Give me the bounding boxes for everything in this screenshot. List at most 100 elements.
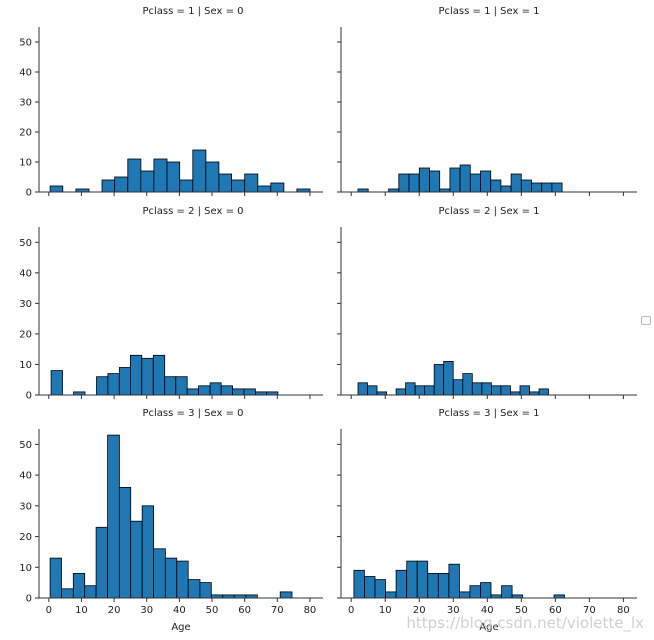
histogram-bar — [141, 357, 154, 396]
histogram-bar — [84, 585, 97, 599]
histogram-bar — [395, 569, 408, 599]
x-tick-label: 80 — [304, 605, 317, 616]
x-tick-label: 10 — [75, 605, 88, 616]
y-tick-label: 40 — [19, 268, 32, 279]
histogram-bar — [459, 164, 471, 193]
x-tick-label: 60 — [549, 605, 562, 616]
histogram-bar — [205, 161, 220, 193]
histogram-bar — [395, 388, 407, 396]
facet-title: Pclass = 1 | Sex = 1 — [438, 6, 539, 17]
histogram-bar — [279, 591, 293, 599]
histogram-bar — [357, 382, 368, 396]
histogram-bar — [218, 173, 232, 193]
histogram-bar — [231, 179, 246, 193]
histogram-bar — [541, 182, 553, 193]
histogram-bar — [192, 149, 207, 193]
histogram-bar — [107, 434, 120, 599]
histogram-bar — [220, 385, 233, 396]
histogram-bar — [199, 582, 212, 599]
y-tick-label: 50 — [19, 238, 32, 249]
histogram-bar — [49, 557, 62, 599]
x-axis-label: Age — [479, 622, 498, 633]
y-tick-label: 0 — [26, 188, 32, 199]
histogram-bar — [398, 173, 410, 193]
histogram-bar — [408, 173, 420, 193]
y-tick-label: 40 — [19, 68, 32, 79]
histogram-bar — [481, 382, 492, 396]
histogram-bar — [186, 388, 199, 396]
histogram-bar — [551, 182, 563, 193]
histogram-bar — [469, 585, 481, 599]
y-tick-label: 30 — [19, 98, 32, 109]
histogram-bar — [469, 173, 481, 193]
y-tick-label: 40 — [19, 471, 32, 482]
x-tick-label: 20 — [108, 605, 121, 616]
histogram-bar — [480, 582, 492, 599]
histogram-bar — [385, 591, 397, 599]
legend-box — [641, 316, 651, 325]
y-tick-label: 10 — [19, 158, 32, 169]
histogram-bar — [510, 173, 522, 193]
facet-title: Pclass = 2 | Sex = 1 — [438, 206, 539, 217]
y-tick-label: 10 — [19, 360, 32, 371]
histogram-bar — [433, 364, 445, 396]
histogram-bar — [95, 526, 108, 599]
histogram-bar — [175, 376, 188, 396]
y-tick-label: 20 — [19, 329, 32, 340]
x-tick-label: 20 — [413, 605, 426, 616]
x-tick-label: 80 — [617, 605, 630, 616]
y-tick-label: 20 — [19, 532, 32, 543]
histogram-bar — [140, 170, 155, 193]
facet-title: Pclass = 3 | Sex = 0 — [142, 408, 243, 419]
facet-title: Pclass = 2 | Sex = 0 — [142, 206, 243, 217]
histogram-bar — [96, 376, 109, 396]
histogram-bar — [114, 176, 129, 193]
histogram-bar — [406, 560, 418, 599]
x-axis-label: Age — [171, 622, 190, 633]
histogram-bar — [405, 382, 416, 396]
histogram-bar — [480, 170, 492, 193]
histogram-bar — [152, 354, 166, 396]
histogram-bar — [427, 573, 439, 599]
histogram-bar — [176, 560, 189, 599]
y-tick-label: 50 — [19, 38, 32, 49]
histogram-bar — [49, 185, 64, 193]
histogram-bar — [141, 505, 154, 599]
x-tick-label: 10 — [379, 605, 392, 616]
histogram-bar — [61, 588, 74, 599]
histogram-bar — [501, 585, 513, 599]
x-tick-label: 0 — [348, 605, 354, 616]
histogram-bar — [187, 579, 201, 599]
histogram-bar — [520, 179, 532, 193]
histogram-bar — [129, 354, 143, 396]
x-tick-label: 30 — [140, 605, 153, 616]
histogram-bar — [538, 388, 549, 396]
y-tick-label: 30 — [19, 501, 32, 512]
x-tick-label: 50 — [515, 605, 528, 616]
histogram-bar — [443, 360, 454, 396]
watermark: https://blog.csdn.net/violette_lx — [406, 614, 644, 632]
histogram-bar — [490, 385, 502, 396]
histogram-bar — [179, 179, 194, 193]
histogram-bar — [519, 385, 530, 396]
x-tick-label: 40 — [173, 605, 186, 616]
facet-title: Pclass = 1 | Sex = 0 — [142, 6, 243, 17]
histogram-bar — [101, 179, 116, 193]
histogram-bar — [367, 385, 378, 396]
histogram-bar — [424, 385, 435, 396]
histogram-bar — [164, 376, 177, 396]
histogram-bar — [118, 486, 132, 599]
histogram-bar — [429, 170, 441, 193]
histogram-bar — [244, 173, 259, 193]
histogram-bar — [448, 563, 460, 599]
x-tick-label: 60 — [238, 605, 251, 616]
histogram-bar — [198, 385, 211, 396]
y-tick-label: 0 — [26, 391, 32, 402]
histogram-bar — [374, 579, 386, 599]
histogram-bar — [452, 379, 464, 396]
histogram-bar — [364, 576, 376, 599]
histogram-bar — [416, 560, 429, 599]
histogram-bar — [437, 573, 450, 599]
histogram-bar — [414, 385, 426, 396]
